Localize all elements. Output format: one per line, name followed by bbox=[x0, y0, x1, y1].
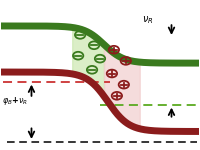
Text: $\varphi_B$+$\nu_R$: $\varphi_B$+$\nu_R$ bbox=[2, 95, 28, 107]
Text: $\nu_R$: $\nu_R$ bbox=[142, 14, 153, 26]
